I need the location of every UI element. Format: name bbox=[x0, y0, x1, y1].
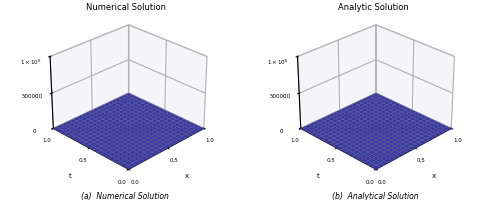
Y-axis label: t: t bbox=[316, 172, 320, 178]
Text: (a)  Numerical Solution: (a) Numerical Solution bbox=[81, 191, 169, 200]
Title: Numerical Solution: Numerical Solution bbox=[86, 3, 166, 12]
X-axis label: x: x bbox=[184, 172, 188, 178]
Y-axis label: t: t bbox=[69, 172, 72, 178]
X-axis label: x: x bbox=[432, 172, 436, 178]
Text: (b)  Analytical Solution: (b) Analytical Solution bbox=[332, 191, 418, 200]
Title: Analytic Solution: Analytic Solution bbox=[338, 3, 409, 12]
